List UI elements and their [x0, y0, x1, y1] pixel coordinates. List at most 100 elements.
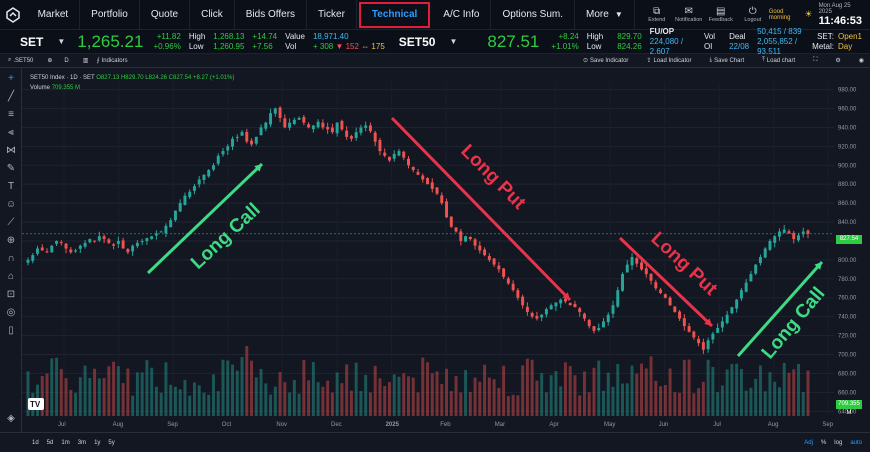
set-low-label: Low [188, 41, 204, 51]
candle [720, 321, 724, 328]
layers-icon[interactable]: ◈ [7, 413, 15, 424]
candle [478, 245, 482, 251]
candle [159, 231, 163, 233]
extend-button[interactable]: ⧉ Extend [641, 6, 673, 23]
volume-bar [354, 362, 358, 416]
candle [364, 125, 368, 128]
save-indicator-button[interactable]: ⊙ Save Indicator [583, 57, 628, 65]
tab-technical[interactable]: Technical [358, 1, 431, 28]
hlines-icon[interactable]: ≡ [8, 109, 14, 120]
log-toggle[interactable]: log [834, 439, 843, 446]
notification-button[interactable]: ✉ Notification [673, 6, 705, 23]
long-put-arrow [618, 236, 714, 328]
volume-bar [154, 386, 158, 416]
indicator-icon: ⨍ [96, 58, 100, 64]
range-1d[interactable]: 1d [32, 439, 39, 446]
fullscreen-button[interactable]: ⛶ [813, 57, 817, 64]
tab-market[interactable]: Market [27, 0, 81, 30]
tab-click[interactable]: Click [190, 0, 235, 30]
tab-options-sum[interactable]: Options Sum. [491, 0, 576, 30]
emoji-icon[interactable]: ☺ [5, 199, 17, 210]
range-1m[interactable]: 1m [61, 439, 70, 446]
volume-bar [78, 377, 82, 416]
volume-bar [682, 359, 686, 416]
candle [525, 306, 529, 312]
range-3m[interactable]: 3m [77, 439, 87, 446]
volume-bar [426, 362, 429, 416]
range-5d[interactable]: 5d [46, 439, 54, 446]
annotation-label: Long Put [647, 228, 722, 300]
candle-type-button[interactable]: ▥ [83, 57, 89, 64]
tab-portfolio[interactable]: Portfolio [80, 0, 140, 30]
text-icon[interactable]: T [7, 181, 15, 192]
tab-label: Market [37, 9, 69, 20]
volume-bar [102, 377, 106, 416]
candle [616, 290, 620, 307]
candle [606, 314, 610, 323]
pitchfork-icon[interactable]: ⫷ [8, 127, 14, 138]
tab-bids-offers[interactable]: Bids Offers [235, 0, 308, 30]
volume-bar [335, 372, 339, 416]
eye-icon[interactable]: ◎ [6, 307, 16, 318]
tab-more[interactable]: More ▼ [575, 0, 635, 30]
range-1y[interactable]: 1y [94, 439, 101, 446]
load-indicator-button[interactable]: ⇪ Load Indicator [646, 57, 691, 65]
indicators-button[interactable]: ⨍ Indicators [96, 57, 127, 65]
metal-status: Day [837, 41, 853, 51]
trendline-icon[interactable]: ╱ [7, 91, 15, 102]
candles-icon: ▥ [82, 58, 89, 64]
auto-toggle[interactable]: auto [850, 439, 862, 446]
lock-draw-icon[interactable]: ⌂ [7, 271, 15, 282]
range-5y[interactable]: 5y [108, 439, 115, 446]
ruler-icon[interactable]: ⟋ [7, 217, 15, 228]
price-chart[interactable]: 980.00 960.00 940.00 920.00 900.00 880.00 860.… [22, 68, 870, 432]
candle [435, 187, 439, 194]
percent-toggle[interactable]: % [820, 439, 827, 446]
settings-button[interactable]: ⚙ [835, 57, 840, 64]
crosshair-icon[interactable]: + [8, 73, 14, 84]
candle [506, 278, 510, 284]
volume-bar [288, 392, 292, 416]
save-chart-button[interactable]: ⤓ Save Chart [709, 57, 744, 64]
compare-button[interactable]: ⊕ [47, 57, 52, 64]
snapshot-button[interactable]: ◉ [859, 57, 864, 64]
volume-bar [697, 388, 701, 416]
volume-bar [145, 360, 149, 416]
brush-icon[interactable]: ✎ [6, 163, 16, 174]
pattern-icon[interactable]: ⋈ [6, 145, 16, 156]
chevron-down-icon[interactable]: ▼ [449, 37, 458, 46]
volume-bar [573, 375, 577, 416]
lock-icon[interactable]: ⊡ [6, 289, 16, 300]
save-icon: ⤓ [709, 57, 713, 63]
interval-button[interactable]: D [64, 57, 69, 64]
candle [340, 120, 344, 130]
app-logo-icon[interactable] [0, 0, 27, 30]
tab-quote[interactable]: Quote [140, 0, 191, 30]
symbol-search[interactable]: ⌕ .SET50 [8, 57, 33, 64]
adj-toggle[interactable]: Adj [804, 439, 813, 446]
upload-icon: ⤒ [762, 57, 765, 63]
candle [297, 117, 301, 120]
volume-bar [292, 379, 296, 416]
magnet-icon[interactable]: ∩ [7, 253, 15, 264]
logout-button[interactable]: ⏻ Logout [737, 6, 769, 23]
volume-bar [687, 359, 691, 416]
set-high: 1,268.13 [213, 31, 245, 41]
y-tick-label: 760.00 [838, 296, 857, 302]
chart-canvas[interactable]: 980.00 960.00 940.00 920.00 900.00 880.00 860.… [22, 68, 870, 432]
candle [316, 121, 320, 128]
feedback-button[interactable]: ▤ Feedback [705, 6, 737, 23]
candle [302, 117, 306, 123]
load-chart-button[interactable]: ⤒ Load chart [762, 57, 795, 64]
candle [592, 326, 596, 331]
tab-a-c-info[interactable]: A/C Info [432, 0, 492, 30]
tab-ticker[interactable]: Ticker [307, 0, 357, 30]
top-nav: Market Portfolio Quote Click Bids Offers Tick… [0, 0, 870, 30]
y-tick-label: 640.00 [838, 409, 857, 415]
set50-symbol[interactable]: SET50 [398, 34, 436, 49]
chevron-down-icon[interactable]: ▼ [57, 37, 66, 46]
trash-icon[interactable]: ▯ [8, 325, 14, 336]
zoom-icon[interactable]: ⊕ [6, 235, 16, 246]
set-symbol[interactable]: SET [20, 34, 44, 49]
candle [782, 229, 786, 233]
